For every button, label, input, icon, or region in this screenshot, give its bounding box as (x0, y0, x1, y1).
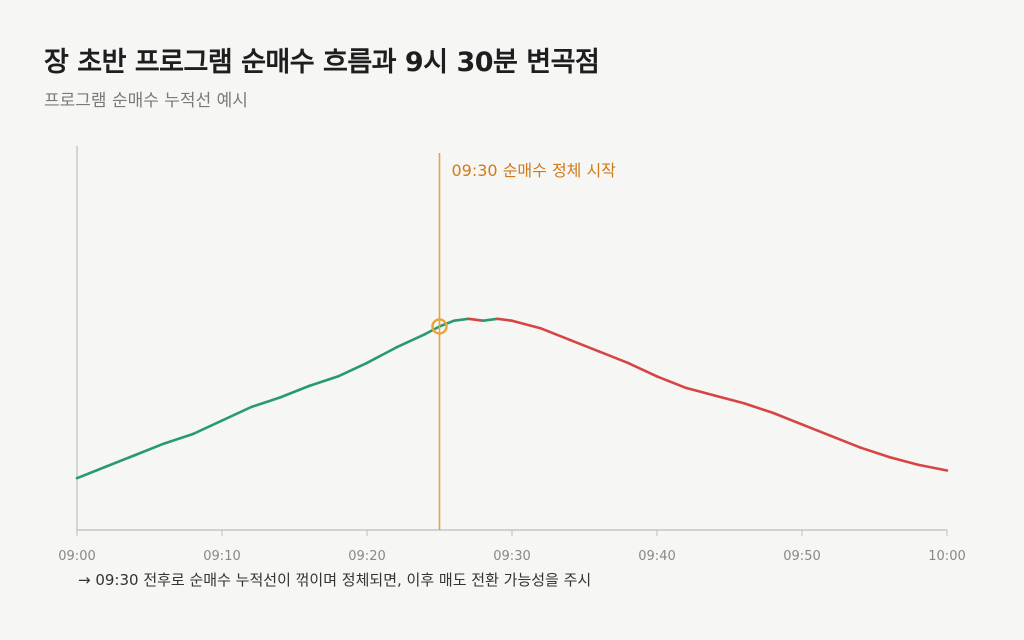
series-segment (336, 361, 369, 378)
x-tick-label: 09:10 (203, 549, 240, 564)
series-segment (742, 401, 775, 415)
series-segment (394, 332, 427, 349)
series-segment (887, 455, 920, 467)
x-tick-label: 09:20 (348, 549, 385, 564)
series-segment (249, 396, 282, 409)
series-segment (467, 317, 485, 323)
series-segment (75, 465, 108, 480)
series-segment (307, 375, 340, 388)
series-segment (800, 423, 833, 438)
x-tick-label: 09:30 (493, 549, 530, 564)
chart-title: 장 초반 프로그램 순매수 흐름과 9시 30분 변곡점 (44, 47, 600, 78)
series-segment (481, 317, 499, 323)
series-segment (684, 386, 717, 397)
series-segment (713, 394, 746, 405)
series-segment (278, 384, 311, 399)
series-segment (365, 346, 398, 365)
series-segment (423, 325, 441, 336)
inflection-marker (431, 318, 448, 335)
series-segment (858, 446, 891, 459)
x-tick-label: 09:40 (638, 549, 675, 564)
series-segment (655, 375, 688, 390)
series-segment (597, 350, 630, 365)
series-segment (133, 442, 166, 457)
series-segment (452, 317, 470, 323)
series-segment (496, 317, 514, 323)
series-segment (104, 453, 137, 468)
series-segment (829, 434, 862, 449)
series-segment (220, 405, 253, 422)
chart-footnote: → 09:30 전후로 순매수 누적선이 꺾이며 정체되면, 이후 매도 전환 … (78, 571, 592, 589)
inflection-label: 09:30 순매수 정체 시작 (452, 161, 617, 180)
series-segment (771, 411, 804, 426)
x-tick-label: 09:00 (58, 549, 95, 564)
series-segment (916, 463, 949, 472)
x-tick-label: 09:50 (783, 549, 820, 564)
series-segment (510, 319, 543, 330)
series-segment (568, 338, 601, 353)
x-tick-label: 10:00 (928, 549, 965, 564)
chart-subtitle: 프로그램 순매수 누적선 예시 (44, 91, 248, 111)
series-segment (539, 327, 572, 342)
series-segment (626, 361, 659, 378)
series-segment (162, 432, 195, 445)
series-segment (191, 419, 224, 436)
